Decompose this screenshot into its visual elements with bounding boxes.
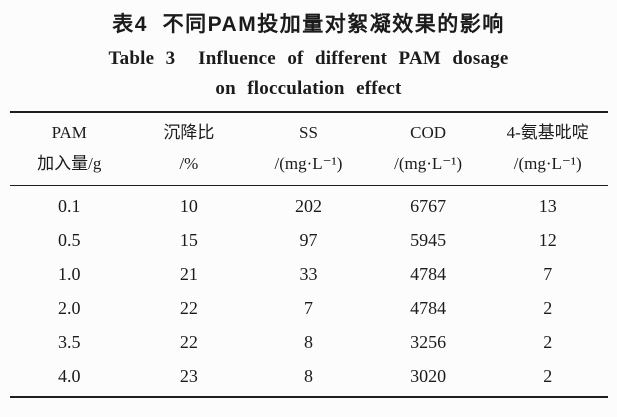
cell-cod: 6767 bbox=[410, 196, 447, 216]
cell-ss: 33 bbox=[299, 264, 318, 284]
header-line2: /(mg·L⁻¹) bbox=[513, 154, 582, 173]
cell-4-aminopyridine: 2 bbox=[543, 298, 553, 318]
table-row: 0.1 10 202 6767 13 bbox=[10, 186, 608, 224]
cell-settling-ratio: 21 bbox=[179, 264, 198, 284]
cell-cod: 4784 bbox=[410, 264, 447, 284]
header-line1: 4-氨基吡啶 bbox=[506, 123, 589, 142]
pam-dosage-table: PAM 加入量/g 沉降比 /% SS /(mg·L⁻¹) COD /(mg·L… bbox=[9, 111, 608, 398]
table-title-english-line1: Table 3 Influence of different PAM dosag… bbox=[108, 48, 509, 69]
column-header-pam-dosage: PAM 加入量/g bbox=[9, 112, 130, 186]
table-row: 1.0 21 33 4784 7 bbox=[10, 257, 608, 291]
cell-ss: 8 bbox=[303, 366, 313, 386]
cell-ss: 8 bbox=[303, 332, 313, 352]
cell-cod: 3020 bbox=[410, 366, 447, 386]
cell-pam-dosage: 1.0 bbox=[58, 264, 81, 284]
table-row: 0.5 15 97 5945 12 bbox=[10, 223, 608, 257]
header-line2: /% bbox=[179, 154, 199, 173]
cell-ss: 202 bbox=[294, 196, 322, 216]
header-row: PAM 加入量/g 沉降比 /% SS /(mg·L⁻¹) COD /(mg·L… bbox=[9, 112, 608, 186]
table-row: 3.5 22 8 3256 2 bbox=[10, 325, 608, 359]
header-line1: PAM bbox=[51, 123, 87, 142]
table-title-english-line2: on flocculation effect bbox=[215, 78, 402, 99]
cell-4-aminopyridine: 12 bbox=[538, 230, 557, 250]
cell-settling-ratio: 22 bbox=[179, 298, 198, 318]
cell-ss: 7 bbox=[303, 298, 313, 318]
header-line2: /(mg·L⁻¹) bbox=[394, 154, 463, 173]
cell-4-aminopyridine: 2 bbox=[543, 366, 553, 386]
cell-pam-dosage: 3.5 bbox=[58, 332, 81, 352]
cell-ss: 97 bbox=[299, 230, 318, 250]
cell-cod: 4784 bbox=[410, 298, 447, 318]
cell-cod: 3256 bbox=[410, 332, 447, 352]
column-header-settling-ratio: 沉降比 /% bbox=[129, 112, 249, 186]
header-line1: 沉降比 bbox=[163, 123, 215, 142]
table-row: 4.0 23 8 3020 2 bbox=[10, 359, 608, 397]
cell-pam-dosage: 4.0 bbox=[58, 366, 81, 386]
column-header-ss: SS /(mg·L⁻¹) bbox=[248, 112, 369, 186]
column-header-4-aminopyridine: 4-氨基吡啶 /(mg·L⁻¹) bbox=[487, 112, 608, 186]
cell-pam-dosage: 0.1 bbox=[58, 196, 81, 216]
header-line1: COD bbox=[410, 123, 447, 142]
table-caption-block: 表4 不同PAM投加量对絮凝效果的影响 Table 3 Influence of… bbox=[0, 0, 617, 104]
header-line2: 加入量/g bbox=[37, 154, 102, 173]
cell-4-aminopyridine: 7 bbox=[543, 264, 553, 284]
header-line2: /(mg·L⁻¹) bbox=[274, 154, 343, 173]
cell-pam-dosage: 2.0 bbox=[58, 298, 81, 318]
cell-pam-dosage: 0.5 bbox=[58, 230, 81, 250]
cell-settling-ratio: 22 bbox=[179, 332, 198, 352]
table-title-chinese: 表4 不同PAM投加量对絮凝效果的影响 bbox=[112, 13, 505, 36]
header-line1: SS bbox=[299, 123, 318, 142]
table-body: 0.1 10 202 6767 13 0.5 15 97 5945 12 1.0… bbox=[10, 186, 608, 398]
table-header: PAM 加入量/g 沉降比 /% SS /(mg·L⁻¹) COD /(mg·L… bbox=[9, 112, 608, 186]
cell-settling-ratio: 15 bbox=[179, 230, 198, 250]
cell-settling-ratio: 10 bbox=[179, 196, 198, 216]
table-row: 2.0 22 7 4784 2 bbox=[10, 291, 608, 325]
cell-4-aminopyridine: 13 bbox=[538, 196, 557, 216]
cell-settling-ratio: 23 bbox=[179, 366, 198, 386]
cell-cod: 5945 bbox=[410, 230, 447, 250]
cell-4-aminopyridine: 2 bbox=[543, 332, 553, 352]
column-header-cod: COD /(mg·L⁻¹) bbox=[368, 112, 488, 186]
